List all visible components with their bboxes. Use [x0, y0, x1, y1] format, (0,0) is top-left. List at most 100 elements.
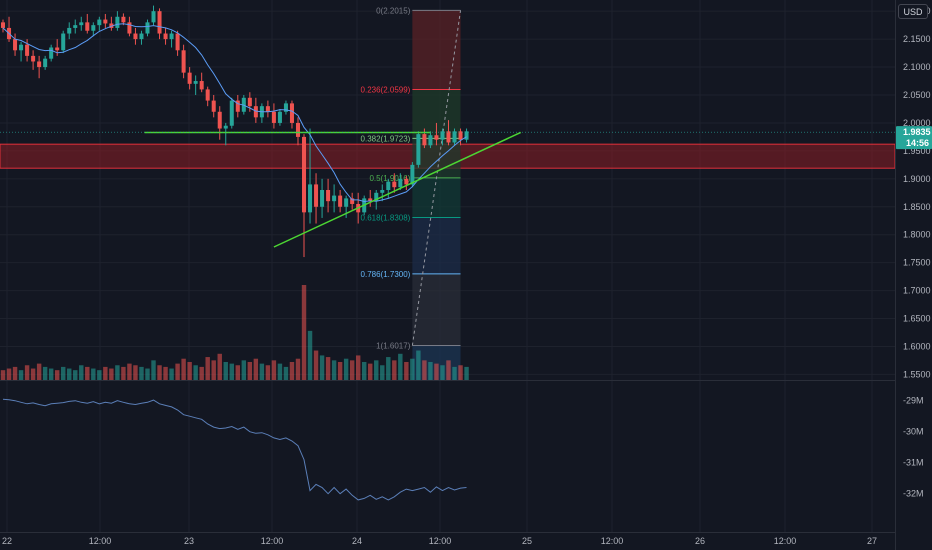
volume-bar: [199, 366, 204, 380]
candle-body: [398, 178, 403, 188]
volume-bar: [12, 366, 18, 380]
volume-bar: [337, 361, 343, 380]
volume-bar: [458, 365, 463, 380]
candle-body: [127, 22, 132, 34]
volume-bar: [319, 355, 325, 380]
volume-bar: [301, 285, 307, 380]
countdown-label: 14:56: [906, 138, 929, 148]
candle-body: [289, 103, 294, 123]
candle-body: [163, 33, 168, 40]
candle-body: [253, 106, 258, 118]
volume-bar: [181, 358, 186, 380]
candle-body: [133, 33, 138, 40]
fib-band: [412, 217, 461, 274]
volume-bar: [85, 366, 90, 380]
support-trend: [273, 131, 522, 248]
candle-body: [25, 44, 30, 56]
fib-band: [412, 273, 461, 346]
volume-bar: [398, 353, 403, 380]
price-tick-label: 2.1500: [903, 34, 931, 44]
fib-level-label: 0.5(1.9016): [369, 174, 410, 183]
time-tick-label: 12:00: [261, 536, 284, 546]
last-price-label: 1.9835: [903, 127, 931, 137]
volume-bar: [229, 363, 234, 380]
candle-body: [43, 58, 48, 68]
volume-bar: [103, 366, 108, 380]
volume-bar: [259, 363, 265, 380]
ma-line: [2, 23, 467, 203]
volume-bar: [48, 368, 54, 380]
candle-body: [247, 97, 252, 107]
time-tick-label: 25: [522, 536, 532, 546]
candle-body: [326, 190, 331, 202]
candle-body: [193, 81, 198, 84]
volume-bar: [127, 363, 132, 380]
candle-body: [338, 195, 343, 207]
candle-body: [271, 111, 276, 123]
grid: [0, 0, 932, 533]
candle-body: [13, 39, 18, 51]
volume-bar: [241, 360, 247, 380]
volume-bar: [217, 353, 222, 380]
candle-body: [332, 195, 337, 202]
candle-body: [386, 181, 391, 190]
volume-bar: [380, 365, 385, 380]
volume-bar: [79, 365, 84, 380]
fib-band: [412, 10, 461, 90]
volume-bar: [67, 368, 72, 380]
price-tick-label: 2.0000: [903, 118, 931, 128]
obv-tick-label: -32M: [903, 489, 924, 499]
candle-body: [97, 19, 102, 26]
candle-body: [440, 131, 445, 140]
candle-body: [55, 47, 60, 51]
candle-body: [374, 192, 379, 202]
price-tick-label: 1.9000: [903, 174, 931, 184]
volume-bar: [42, 366, 48, 380]
volume-bar: [404, 361, 409, 380]
candle-body: [157, 11, 162, 34]
candle-body: [458, 131, 463, 140]
obv-indicator: [2, 398, 467, 501]
price-tick-label: 1.7500: [903, 258, 931, 268]
candle-body: [145, 22, 150, 34]
candle-body: [79, 22, 84, 26]
candle-body: [211, 100, 216, 112]
fib-trend-line: [411, 10, 462, 346]
volume-bar: [452, 366, 457, 380]
time-tick-label: 12:00: [774, 536, 797, 546]
candle-body: [416, 134, 421, 165]
volume-bar: [428, 361, 433, 380]
candle-body: [446, 131, 451, 143]
candle-body: [61, 33, 66, 51]
candle-body: [295, 122, 300, 137]
candle-body: [175, 33, 180, 51]
moving-average: [2, 23, 467, 203]
price-tick-label: 1.6000: [903, 341, 931, 351]
candle-body: [223, 125, 228, 129]
candle-body: [91, 25, 96, 31]
candle-body: [434, 135, 439, 140]
currency-label[interactable]: USD: [898, 4, 928, 19]
candle-body: [103, 19, 108, 24]
volume-bar: [368, 363, 373, 380]
volume-bar: [410, 358, 415, 380]
volume-bar: [416, 350, 421, 380]
candle-body: [410, 164, 415, 185]
volume-bar: [440, 365, 445, 380]
candle-body: [235, 100, 240, 112]
volume-bar: [24, 365, 30, 380]
candle-body: [199, 81, 204, 90]
candle-body: [308, 184, 313, 213]
candle-body: [139, 33, 144, 40]
volume-bar: [434, 363, 439, 380]
candle-body: [205, 89, 210, 101]
candle-body: [392, 181, 397, 188]
candle-body: [151, 11, 156, 23]
candle-body: [181, 50, 186, 73]
volume-bar: [139, 366, 144, 380]
volume-bar: [422, 360, 427, 380]
volume-bar: [211, 360, 216, 380]
volume-bar: [331, 360, 337, 380]
